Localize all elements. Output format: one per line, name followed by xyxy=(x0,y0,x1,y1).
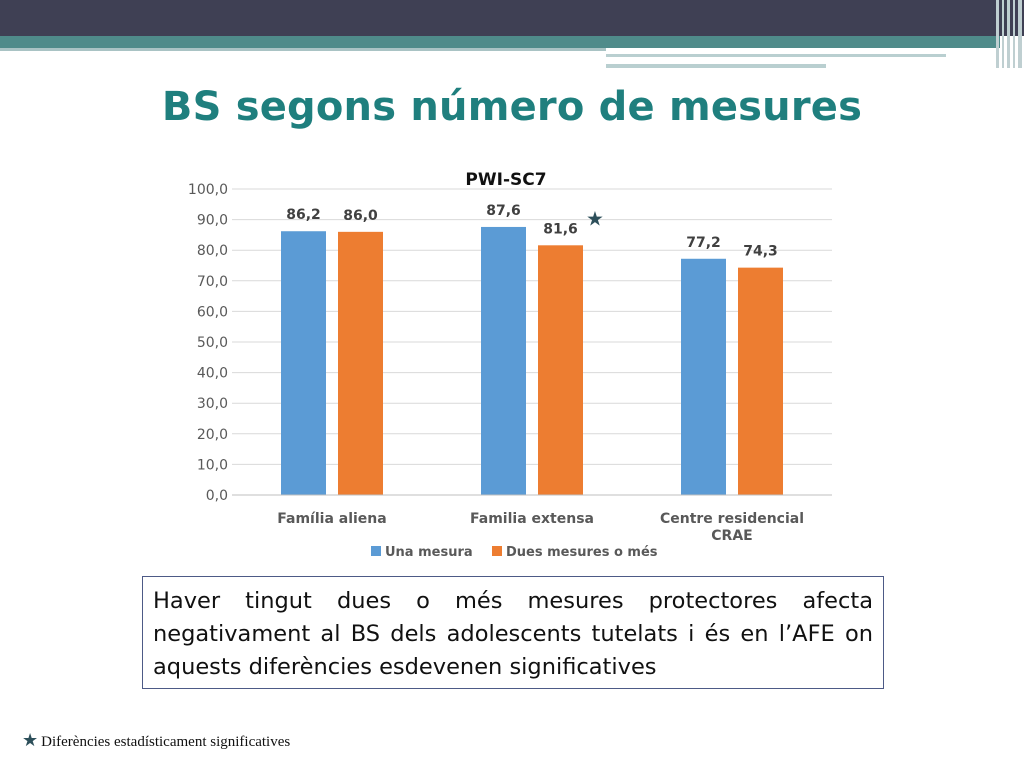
legend-swatch xyxy=(371,546,381,556)
legend-swatch xyxy=(492,546,502,556)
y-tick-label: 50,0 xyxy=(197,335,228,351)
y-tick-label: 40,0 xyxy=(197,366,228,382)
data-label: 86,2 xyxy=(286,207,321,223)
data-label: 77,2 xyxy=(686,235,721,251)
bar xyxy=(681,258,726,495)
bar xyxy=(538,245,583,495)
data-label: 87,6 xyxy=(486,203,521,219)
y-tick-label: 20,0 xyxy=(197,427,228,443)
y-tick-label: 10,0 xyxy=(197,457,228,473)
conclusion-note: Haver tingut dues o més mesures protecto… xyxy=(142,576,884,689)
bar xyxy=(481,226,526,495)
header-teal-band xyxy=(0,36,1000,48)
bar-chart: PWI-SC7 0,0 10,0 20,0 30,0 40,0 50,0 60,0 70,0 80… xyxy=(188,170,832,560)
y-tick-label: 100,0 xyxy=(188,182,228,198)
y-tick-label: 30,0 xyxy=(197,396,228,412)
y-tick-label: 70,0 xyxy=(197,274,228,290)
chart-title: PWI-SC7 xyxy=(465,170,546,190)
x-tick-label: Familia extensa xyxy=(470,511,594,527)
x-tick-sublabel: CRAE xyxy=(711,528,752,544)
x-tick-label: Família aliena xyxy=(277,511,386,527)
data-label: 74,3 xyxy=(743,244,778,260)
data-label: 86,0 xyxy=(343,208,378,224)
bar xyxy=(281,231,326,495)
footnote-text: Diferències estadísticament significativ… xyxy=(41,734,291,750)
header-stripes xyxy=(994,0,1024,68)
footnote: ★ Diferències estadísticament significati… xyxy=(22,730,290,751)
legend-label: Dues mesures o més xyxy=(506,545,658,560)
x-tick-label: Centre residencial xyxy=(660,511,804,527)
y-tick-label: 0,0 xyxy=(206,488,228,504)
header-rule xyxy=(606,64,826,68)
y-tick-label: 60,0 xyxy=(197,304,228,320)
slide-title: BS segons número de mesures xyxy=(161,84,863,130)
bar xyxy=(338,231,383,495)
y-tick-label: 80,0 xyxy=(197,243,228,259)
star-icon: ★ xyxy=(22,730,39,750)
header-rule xyxy=(0,48,606,51)
y-tick-label: 90,0 xyxy=(197,213,228,229)
conclusion-text: Haver tingut dues o més mesures protecto… xyxy=(153,588,873,680)
data-label: 81,6 xyxy=(543,221,578,237)
bar xyxy=(738,267,783,495)
star-icon: ★ xyxy=(586,206,604,230)
legend-label: Una mesura xyxy=(385,545,473,560)
header-dark-band xyxy=(0,0,1024,36)
header-rule xyxy=(606,54,946,57)
